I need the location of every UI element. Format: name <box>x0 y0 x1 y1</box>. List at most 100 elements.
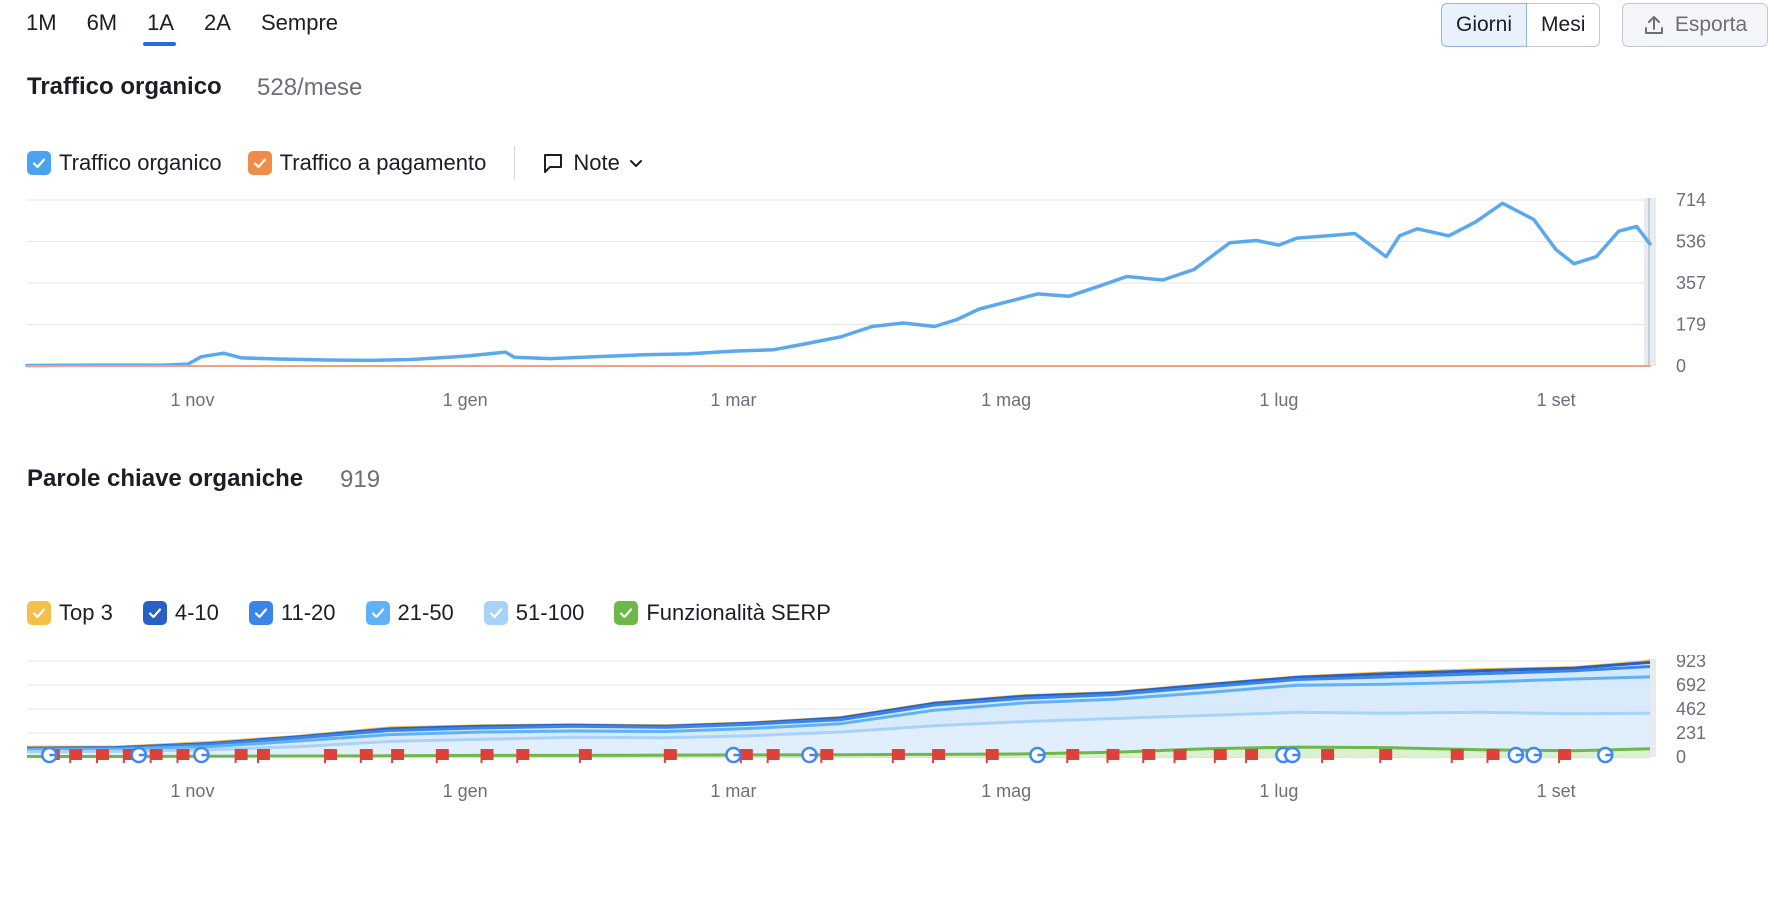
note-flag-icon[interactable] <box>1106 749 1120 763</box>
google-update-icon[interactable] <box>1525 746 1543 764</box>
google-update-icon[interactable] <box>801 746 818 764</box>
legend-keywords-1[interactable]: 4-10 <box>142 600 219 626</box>
google-update-icon[interactable] <box>1284 746 1301 764</box>
keywords-x-tick-label: 1 mar <box>710 781 756 801</box>
organic-traffic-point <box>642 353 646 357</box>
range-tab-sempre[interactable]: Sempre <box>260 10 339 35</box>
note-flag-icon[interactable] <box>176 749 190 763</box>
keywords-y-tick-label: 0 <box>1676 747 1686 767</box>
keywords-legend: Top 3 4-10 11-20 21-50 51-100 Funzionalità SE… <box>27 600 861 626</box>
note-flag-icon[interactable] <box>69 749 83 763</box>
range-tab-1a[interactable]: 1A <box>143 8 186 46</box>
note-flag-icon[interactable] <box>234 749 248 763</box>
google-update-icon[interactable] <box>193 746 210 764</box>
note-flag-icon[interactable] <box>1558 749 1572 763</box>
note-flag-icon[interactable] <box>391 749 405 763</box>
checkbox-icon <box>365 601 390 625</box>
months-button[interactable]: Mesi <box>1527 3 1601 47</box>
legend-keywords-2[interactable]: 11-20 <box>248 600 336 626</box>
legend-keywords-5[interactable]: Funzionalità SERP <box>614 600 831 626</box>
range-tab-1m[interactable]: 1M <box>26 10 57 35</box>
organic-traffic-point <box>1067 295 1070 298</box>
export-button[interactable]: Esporta <box>1622 3 1768 47</box>
organic-traffic-point <box>1617 229 1620 233</box>
google-update-icon[interactable] <box>130 746 148 764</box>
google-update-icon[interactable] <box>725 746 742 764</box>
note-flag-icon[interactable] <box>1486 749 1500 763</box>
organic-traffic-point <box>1572 262 1576 265</box>
organic-traffic-point <box>1353 232 1357 235</box>
organic-traffic-point <box>504 350 507 354</box>
range-tab-2a[interactable]: 2A <box>204 10 231 35</box>
traffic-y-tick-label: 714 <box>1676 190 1706 210</box>
organic-traffic-point <box>732 349 735 353</box>
legend-keywords-3[interactable]: 21-50 <box>365 600 454 626</box>
google-update-icon[interactable] <box>1029 746 1046 764</box>
legend-keywords-0[interactable]: Top 3 <box>27 600 113 626</box>
note-flag-icon[interactable] <box>1213 749 1227 763</box>
note-flag-icon[interactable] <box>1173 749 1187 763</box>
organic-keywords-chart[interactable]: 0 231 462 692 923 1 nov 1 gen 1 mar 1 mag 1 lug 1 … <box>0 655 1774 916</box>
note-flag-icon[interactable] <box>96 749 110 763</box>
time-range-tabs: 1M 6M 1A 2A Sempre <box>22 8 364 46</box>
google-update-icon[interactable] <box>1507 746 1525 764</box>
organic-traffic-point <box>593 355 597 358</box>
organic-traffic-chart[interactable]: 0 179 357 536 714 1 nov 1 gen 1 mar 1 mag 1 lug 1 … <box>0 190 1774 420</box>
note-flag-icon[interactable] <box>739 749 753 763</box>
keywords-value: 919 <box>340 466 381 493</box>
traffic-x-tick-label: 1 mag <box>981 390 1031 410</box>
note-flag-icon[interactable] <box>1321 749 1335 763</box>
notes-label: Note <box>573 150 620 175</box>
traffic-y-tick-label: 536 <box>1676 232 1706 252</box>
note-flag-icon[interactable] <box>1245 749 1259 763</box>
notes-dropdown[interactable]: Note <box>541 150 643 176</box>
note-flag-icon[interactable] <box>149 749 163 763</box>
granularity-toggle: Giorni Mesi <box>1441 3 1601 47</box>
traffic-value: 528/mese <box>257 74 363 101</box>
note-flag-icon[interactable] <box>820 749 834 763</box>
keywords-y-tick-label: 923 <box>1676 655 1706 671</box>
note-flag-icon[interactable] <box>122 749 136 763</box>
legend-label: Top 3 <box>59 600 113 625</box>
note-flag-icon[interactable] <box>663 749 677 763</box>
note-flag-icon[interactable] <box>324 749 338 763</box>
google-update-icon[interactable] <box>41 746 58 764</box>
legend-label: 21-50 <box>397 600 454 625</box>
note-flag-icon[interactable] <box>516 749 530 763</box>
organic-traffic-point <box>839 335 842 339</box>
keywords-line-5 <box>27 745 1651 758</box>
note-flag-icon[interactable] <box>766 749 780 763</box>
traffic-x-tick-label: 1 nov <box>170 390 214 410</box>
organic-traffic-point <box>1595 255 1598 258</box>
organic-traffic-point <box>933 325 936 328</box>
organic-traffic-point <box>1416 227 1419 231</box>
note-flag-icon[interactable] <box>359 749 373 763</box>
note-flag-icon[interactable] <box>256 749 270 763</box>
note-flag-icon[interactable] <box>480 749 494 763</box>
legend-keywords-4[interactable]: 51-100 <box>483 600 584 626</box>
checkbox-icon <box>248 601 273 625</box>
keywords-x-tick-label: 1 nov <box>170 781 214 801</box>
legend-organic-traffic[interactable]: Traffico organico <box>27 150 222 176</box>
range-tab-6m[interactable]: 6M <box>86 10 118 35</box>
organic-traffic-point <box>870 325 874 328</box>
note-flag-icon[interactable] <box>891 749 905 763</box>
note-flag-icon[interactable] <box>578 749 592 763</box>
note-flag-icon[interactable] <box>985 749 999 763</box>
organic-traffic-point <box>365 359 369 362</box>
google-update-icon[interactable] <box>1597 746 1614 764</box>
days-button[interactable]: Giorni <box>1441 3 1528 47</box>
organic-traffic-point <box>1635 225 1638 228</box>
checkbox-icon <box>614 601 639 625</box>
organic-traffic-point <box>513 355 516 359</box>
note-flag-icon[interactable] <box>1379 749 1393 763</box>
legend-paid-traffic[interactable]: Traffico a pagamento <box>247 150 486 176</box>
note-flag-icon[interactable] <box>1066 749 1080 763</box>
note-flag-icon[interactable] <box>435 749 449 763</box>
organic-traffic-point <box>222 352 225 355</box>
note-flag-icon[interactable] <box>1142 749 1156 763</box>
note-flag-icon[interactable] <box>932 749 946 763</box>
export-label: Esporta <box>1674 13 1748 36</box>
organic-traffic-point <box>186 362 190 366</box>
note-flag-icon[interactable] <box>1450 749 1464 763</box>
